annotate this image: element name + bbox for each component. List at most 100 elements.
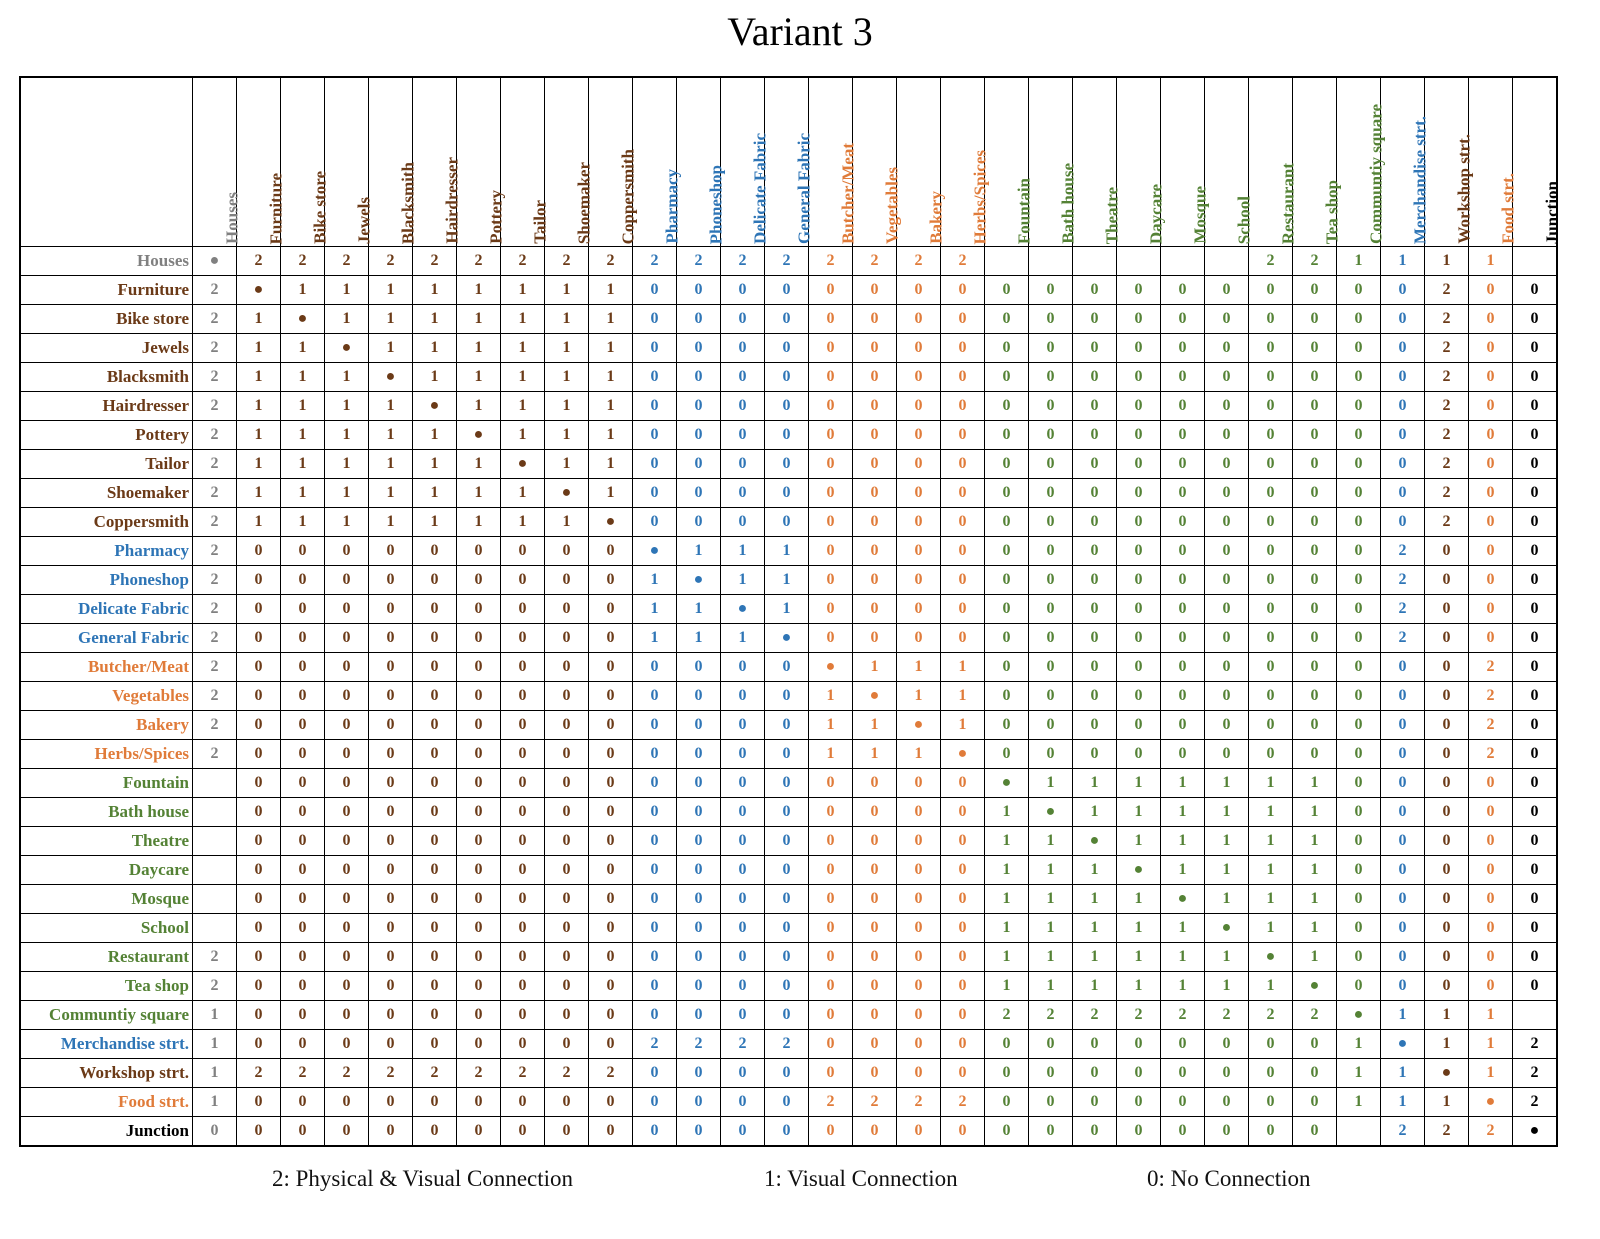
matrix-cell: 0 — [368, 797, 413, 827]
matrix-cell: 0 — [1468, 942, 1513, 972]
adjacency-matrix: Houses Furniture Bike store Jewels Blacksmit… — [19, 76, 1561, 1147]
matrix-cell: 0 — [236, 739, 281, 769]
matrix-cell: 0 — [1072, 652, 1117, 682]
matrix-cell: 0 — [588, 797, 633, 827]
matrix-cell: 0 — [1292, 536, 1337, 566]
matrix-cell: 0 — [1292, 594, 1337, 624]
matrix-cell: 0 — [1336, 797, 1381, 827]
matrix-cell: 0 — [324, 913, 369, 943]
matrix-cell: 0 — [1072, 304, 1117, 334]
matrix-cell: 1 — [412, 507, 457, 537]
matrix-cell: 1 — [544, 420, 589, 450]
matrix-cell: 0 — [720, 420, 765, 450]
diagonal-marker: ● — [1512, 1116, 1558, 1146]
matrix-cell: 0 — [896, 391, 941, 421]
matrix-cell: 0 — [632, 855, 677, 885]
matrix-cell: 0 — [1424, 565, 1469, 595]
matrix-cell: 1 — [1160, 768, 1205, 798]
matrix-cell: 1 — [1468, 246, 1513, 276]
matrix-cell: 1 — [1028, 826, 1073, 856]
matrix-cell: 0 — [1380, 971, 1425, 1001]
matrix-cell: 1 — [984, 971, 1029, 1001]
matrix-cell: 1 — [236, 362, 281, 392]
matrix-cell: 0 — [1512, 594, 1558, 624]
matrix-cell: 0 — [852, 449, 897, 479]
matrix-cell: 0 — [1160, 652, 1205, 682]
matrix-cell: 2 — [1292, 246, 1337, 276]
matrix-cell: 0 — [676, 275, 721, 305]
matrix-cell: 0 — [676, 1116, 721, 1146]
matrix-cell: 0 — [588, 855, 633, 885]
matrix-cell: 0 — [544, 826, 589, 856]
diagonal-marker: ● — [852, 681, 897, 711]
row-header: School — [19, 913, 193, 943]
matrix-cell: 0 — [1512, 797, 1558, 827]
matrix-cell: 0 — [1336, 768, 1381, 798]
matrix-cell: 0 — [808, 1000, 853, 1030]
matrix-cell: 0 — [808, 913, 853, 943]
matrix-cell: 2 — [1424, 391, 1469, 421]
column-header: Bike store — [280, 76, 329, 247]
matrix-cell: 0 — [412, 797, 457, 827]
matrix-cell: 0 — [676, 507, 721, 537]
matrix-cell: 2 — [324, 246, 369, 276]
matrix-cell: 1 — [544, 275, 589, 305]
matrix-cell: 0 — [412, 739, 457, 769]
matrix-cell: 2 — [1424, 1116, 1469, 1146]
matrix-cell: 0 — [588, 710, 633, 740]
matrix-cell: 1 — [588, 362, 633, 392]
matrix-cell: 0 — [808, 855, 853, 885]
matrix-cell: 0 — [324, 536, 369, 566]
matrix-cell: 0 — [984, 478, 1029, 508]
matrix-cell: 0 — [1380, 739, 1425, 769]
column-header: Merchandise strt. — [1380, 76, 1429, 247]
matrix-cell: 0 — [1424, 913, 1469, 943]
matrix-cell: 1 — [544, 449, 589, 479]
matrix-cell: 0 — [280, 971, 325, 1001]
matrix-cell: 0 — [1336, 420, 1381, 450]
matrix-cell: 0 — [368, 681, 413, 711]
matrix-cell: 0 — [940, 971, 985, 1001]
matrix-cell: 0 — [852, 826, 897, 856]
matrix-cell: 1 — [412, 275, 457, 305]
matrix-cell — [1116, 246, 1161, 276]
matrix-cell: 0 — [500, 681, 545, 711]
matrix-cell: 0 — [1512, 536, 1558, 566]
matrix-cell: 0 — [676, 652, 721, 682]
matrix-cell: 2 — [1512, 1029, 1558, 1059]
matrix-cell: 0 — [896, 971, 941, 1001]
matrix-cell: 0 — [1204, 391, 1249, 421]
matrix-cell: 0 — [896, 594, 941, 624]
matrix-cell: 0 — [852, 333, 897, 363]
matrix-cell: 0 — [1028, 362, 1073, 392]
matrix-cell: 0 — [632, 710, 677, 740]
matrix-cell: 0 — [984, 1029, 1029, 1059]
matrix-cell: 1 — [456, 478, 501, 508]
matrix-cell: 0 — [1204, 565, 1249, 595]
matrix-cell: 0 — [896, 333, 941, 363]
matrix-cell: 0 — [676, 826, 721, 856]
table-row: Pottery 2 1 1 1 1 1 ● 1 1 1 0 0 0 0 0 0 0 0 0 0 0 0 0 0 0 0 0 0 2 0 0 — [19, 420, 1558, 450]
column-header: Tea shop — [1292, 76, 1341, 247]
matrix-cell: 0 — [456, 942, 501, 972]
matrix-cell: 0 — [1424, 681, 1469, 711]
matrix-cell: 2 — [544, 246, 589, 276]
matrix-cell: 1 — [324, 275, 369, 305]
matrix-cell: 0 — [324, 710, 369, 740]
column-header: Furniture — [236, 76, 285, 247]
matrix-cell: 0 — [280, 1029, 325, 1059]
matrix-cell: 0 — [720, 739, 765, 769]
matrix-cell: 0 — [1072, 1058, 1117, 1088]
matrix-cell: 1 — [500, 478, 545, 508]
matrix-cell: 1 — [1248, 855, 1293, 885]
matrix-cell: 0 — [1160, 1087, 1205, 1117]
matrix-cell: 1 — [544, 304, 589, 334]
matrix-cell: 2 — [192, 478, 237, 508]
matrix-cell: 0 — [808, 565, 853, 595]
matrix-cell: 0 — [808, 333, 853, 363]
matrix-cell: 0 — [1512, 275, 1558, 305]
matrix-cell: 0 — [1468, 420, 1513, 450]
matrix-cell: 0 — [940, 362, 985, 392]
matrix-cell: 0 — [324, 971, 369, 1001]
matrix-cell: 1 — [1072, 913, 1117, 943]
